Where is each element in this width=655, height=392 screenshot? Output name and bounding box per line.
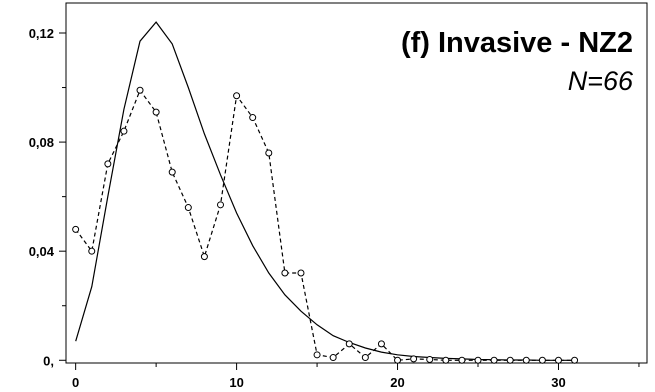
series-1-point-16 — [329, 354, 337, 362]
axes: 0, 0,04 0,08 0,12 0 10 20 30 — [29, 26, 640, 390]
x-tick-label-3: 30 — [551, 375, 565, 390]
series-1-point-14 — [297, 269, 305, 277]
series-1-point-6 — [168, 168, 176, 176]
chart-title: (f) Invasive - NZ2 — [401, 27, 633, 59]
series-1-point-4 — [136, 86, 144, 94]
series-1-point-20 — [394, 356, 402, 364]
series-1-point-15 — [313, 351, 321, 359]
y-tick-label-0: 0, — [43, 353, 54, 368]
series-1-point-11 — [249, 114, 257, 122]
series-1-point-1 — [88, 247, 96, 255]
plot-area — [65, 2, 648, 364]
series-1-point-10 — [233, 92, 241, 100]
x-tick-label-0: 0 — [72, 375, 79, 390]
x-tick-label-2: 20 — [390, 375, 404, 390]
chart-subtitle: N=66 — [568, 66, 634, 96]
series-1-point-19 — [377, 340, 385, 348]
x-tick-label-1: 10 — [229, 375, 243, 390]
series-1-point-21 — [410, 355, 418, 363]
series-1-point-31 — [571, 356, 579, 364]
series-layer — [72, 21, 579, 364]
series-1-point-25 — [474, 356, 482, 364]
series-1-point-5 — [152, 108, 160, 116]
series-1-point-23 — [442, 356, 450, 364]
y-tick-label-3: 0,12 — [29, 26, 54, 41]
series-1-point-26 — [490, 356, 498, 364]
y-tick-label-2: 0,08 — [29, 135, 54, 150]
series-1-point-8 — [200, 253, 208, 261]
series-1-point-29 — [538, 356, 546, 364]
series-1-point-24 — [458, 356, 466, 364]
series-1-point-0 — [72, 225, 80, 233]
series-1-point-22 — [426, 355, 434, 363]
series-1-point-2 — [104, 160, 112, 168]
series-1-point-12 — [265, 149, 273, 157]
y-tick-label-1: 0,04 — [29, 244, 55, 259]
series-1-point-30 — [554, 356, 562, 364]
series-1-point-27 — [506, 356, 514, 364]
series-1-point-13 — [281, 269, 289, 277]
series-1-point-9 — [217, 201, 225, 209]
series-1-point-18 — [361, 354, 369, 362]
series-1-point-17 — [345, 340, 353, 348]
series-1-point-3 — [120, 127, 128, 135]
series-1-point-28 — [522, 356, 530, 364]
series-1-point-7 — [184, 204, 192, 212]
